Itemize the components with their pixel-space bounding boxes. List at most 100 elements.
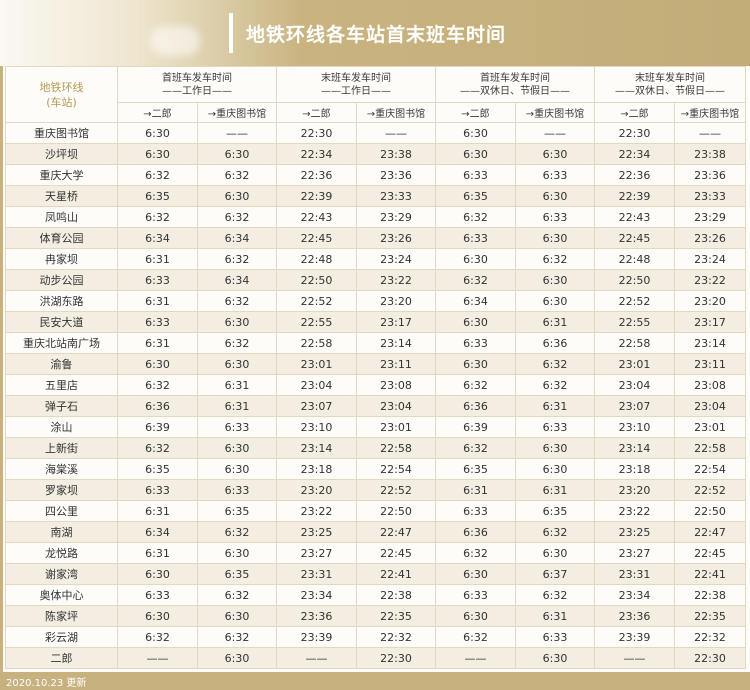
time-cell: 6:32 bbox=[435, 374, 516, 396]
direction-header: →二郎 bbox=[594, 102, 675, 123]
time-cell: 6:34 bbox=[435, 290, 516, 312]
time-cell: 6:33 bbox=[117, 479, 198, 501]
station-name: 谢家湾 bbox=[5, 563, 118, 585]
time-cell: —— bbox=[197, 122, 277, 144]
time-cell: 22:58 bbox=[356, 437, 436, 459]
time-cell: 23:08 bbox=[356, 374, 436, 396]
time-cell: 22:52 bbox=[276, 290, 357, 312]
station-name: 罗家坝 bbox=[5, 479, 118, 501]
time-cell: 23:04 bbox=[356, 395, 436, 417]
time-cell: 6:30 bbox=[117, 605, 198, 627]
time-cell: 6:31 bbox=[515, 395, 595, 417]
time-cell: 22:50 bbox=[276, 269, 357, 291]
time-cell: 22:58 bbox=[276, 332, 357, 354]
time-cell: 6:30 bbox=[515, 269, 595, 291]
time-cell: 6:31 bbox=[117, 542, 198, 564]
time-cell: 6:35 bbox=[117, 458, 198, 480]
time-cell: 23:07 bbox=[276, 395, 357, 417]
group-header-first-holiday: 首班车发车时间 ——双休日、节假日—— bbox=[435, 66, 595, 103]
direction-header: →重庆图书馆 bbox=[674, 102, 746, 123]
time-cell: 22:45 bbox=[276, 227, 357, 249]
station-name: 重庆图书馆 bbox=[5, 122, 118, 144]
time-cell: 23:29 bbox=[674, 206, 746, 228]
time-cell: —— bbox=[356, 122, 436, 144]
time-cell: 22:47 bbox=[356, 521, 436, 543]
time-cell: 23:27 bbox=[276, 542, 357, 564]
time-cell: 6:33 bbox=[197, 479, 277, 501]
time-cell: 6:30 bbox=[197, 311, 277, 333]
time-cell: 22:39 bbox=[594, 185, 675, 207]
table-row: 龙悦路 6:31 6:30 23:27 22:45 6:32 6:30 23:27 22:45 bbox=[5, 542, 746, 564]
time-cell: 23:01 bbox=[356, 416, 436, 438]
time-cell: 22:38 bbox=[356, 584, 436, 606]
time-cell: 6:31 bbox=[515, 311, 595, 333]
time-cell: 6:30 bbox=[435, 143, 516, 165]
time-cell: 23:14 bbox=[356, 332, 436, 354]
station-name: 冉家坝 bbox=[5, 248, 118, 270]
time-cell: 22:47 bbox=[674, 521, 746, 543]
time-cell: 6:33 bbox=[435, 332, 516, 354]
time-cell: 22:50 bbox=[356, 500, 436, 522]
time-cell: 22:55 bbox=[594, 311, 675, 333]
time-cell: 6:34 bbox=[197, 227, 277, 249]
time-cell: 23:14 bbox=[276, 437, 357, 459]
time-cell: 23:20 bbox=[594, 479, 675, 501]
time-cell: 6:30 bbox=[197, 143, 277, 165]
time-cell: 22:48 bbox=[594, 248, 675, 270]
timetable-body: 重庆图书馆 6:30 —— 22:30 —— 6:30 —— 22:30 —— 沙坪坝 6:30 6:… bbox=[5, 122, 746, 669]
page-title: 地铁环线各车站首末班车时间 bbox=[246, 24, 507, 46]
time-cell: 22:32 bbox=[356, 626, 436, 648]
time-cell: 6:37 bbox=[515, 563, 595, 585]
table-row: 冉家坝 6:31 6:32 22:48 23:24 6:30 6:32 22:48 23:24 bbox=[5, 248, 746, 270]
time-cell: 23:17 bbox=[674, 311, 746, 333]
direction-header: →二郎 bbox=[435, 102, 516, 123]
time-cell: 6:33 bbox=[435, 164, 516, 186]
time-cell: 22:43 bbox=[276, 206, 357, 228]
table-row: 体育公园 6:34 6:34 22:45 23:26 6:33 6:30 22:45 23:26 bbox=[5, 227, 746, 249]
time-cell: 22:45 bbox=[674, 542, 746, 564]
time-cell: 6:32 bbox=[117, 374, 198, 396]
station-name: 南湖 bbox=[5, 521, 118, 543]
update-date: 2020.10.23 更新 bbox=[6, 678, 87, 689]
time-cell: 23:22 bbox=[674, 269, 746, 291]
time-cell: 6:32 bbox=[435, 206, 516, 228]
station-name: 凤鸣山 bbox=[5, 206, 118, 228]
time-cell: 6:30 bbox=[435, 605, 516, 627]
time-cell: 22:54 bbox=[674, 458, 746, 480]
time-cell: 22:34 bbox=[594, 143, 675, 165]
time-cell: 23:07 bbox=[594, 395, 675, 417]
time-cell: 22:30 bbox=[356, 647, 436, 669]
time-cell: 23:38 bbox=[356, 143, 436, 165]
time-cell: 23:34 bbox=[276, 584, 357, 606]
time-cell: 22:45 bbox=[594, 227, 675, 249]
time-cell: 22:41 bbox=[674, 563, 746, 585]
time-cell: 6:32 bbox=[435, 437, 516, 459]
station-name: 二郎 bbox=[5, 647, 118, 669]
time-cell: 22:52 bbox=[356, 479, 436, 501]
time-cell: 6:33 bbox=[117, 584, 198, 606]
time-cell: 6:36 bbox=[435, 521, 516, 543]
time-cell: 6:35 bbox=[435, 185, 516, 207]
time-cell: 6:32 bbox=[435, 626, 516, 648]
time-cell: 23:04 bbox=[674, 395, 746, 417]
time-cell: 6:33 bbox=[515, 164, 595, 186]
time-cell: 6:35 bbox=[117, 185, 198, 207]
station-name: 体育公园 bbox=[5, 227, 118, 249]
time-cell: 6:30 bbox=[435, 563, 516, 585]
time-cell: 6:34 bbox=[117, 521, 198, 543]
table-row: 重庆北站南广场 6:31 6:32 22:58 23:14 6:33 6:36 22:58 23… bbox=[5, 332, 746, 354]
time-cell: 6:32 bbox=[117, 626, 198, 648]
time-cell: —— bbox=[594, 647, 675, 669]
time-cell: 23:17 bbox=[356, 311, 436, 333]
table-row: 谢家湾 6:30 6:35 23:31 22:41 6:30 6:37 23:31 22:41 bbox=[5, 563, 746, 585]
time-cell: 22:41 bbox=[356, 563, 436, 585]
corner-header: 地铁环线 (车站) bbox=[5, 66, 118, 123]
time-cell: 6:30 bbox=[515, 647, 595, 669]
time-cell: 22:38 bbox=[674, 584, 746, 606]
time-cell: 6:32 bbox=[197, 626, 277, 648]
time-cell: 6:30 bbox=[117, 353, 198, 375]
time-cell: 6:32 bbox=[197, 584, 277, 606]
time-cell: 23:10 bbox=[276, 416, 357, 438]
time-cell: —— bbox=[435, 647, 516, 669]
time-cell: 6:32 bbox=[117, 164, 198, 186]
